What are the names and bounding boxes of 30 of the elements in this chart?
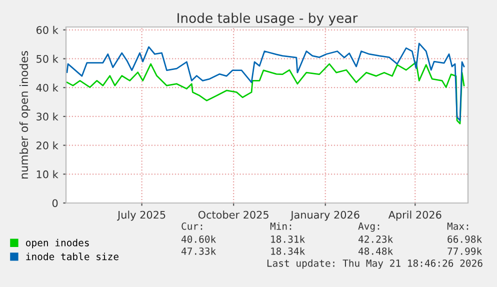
y-tick-label: 10 k <box>36 170 58 178</box>
text: 66.98k <box>448 235 482 243</box>
text: 18.31k <box>271 235 305 243</box>
legend-label: inode table size <box>26 252 118 260</box>
line-series <box>66 62 465 124</box>
y-tick-label: 30 k <box>36 112 58 121</box>
x-tick-label: April 2026 <box>388 210 442 221</box>
x-tick-label: January 2026 <box>290 210 360 221</box>
chart-title: Inode table usage - by year <box>178 12 358 26</box>
y-tick-label: 20 k <box>36 141 58 150</box>
text: 48.48k <box>358 247 393 255</box>
y-axis-title: number of open inodes <box>19 51 30 178</box>
y-tick-label: 60 k <box>36 26 58 34</box>
y-tick-label: 50 k <box>36 54 58 63</box>
text: Max: <box>447 222 468 230</box>
text: Last update: Thu May 21 18:46:26 2026 <box>267 259 482 269</box>
text: 42.23k <box>358 235 393 243</box>
x-tick-label: July 2025 <box>116 210 166 221</box>
text: 77.99k <box>448 247 482 255</box>
text: 18.34k <box>271 247 305 255</box>
text: Avg: <box>358 222 380 232</box>
x-tick-label: October 2025 <box>198 210 268 219</box>
text: 47.33k <box>181 247 216 255</box>
text: Cur: <box>182 222 202 230</box>
y-tick-label: 0 <box>52 199 58 208</box>
y-tick-label: 40 k <box>36 84 58 92</box>
text: 40.60k <box>181 235 216 243</box>
line-series <box>66 42 465 122</box>
legend-label: open inodes <box>26 238 89 248</box>
text: Min: <box>270 222 292 230</box>
